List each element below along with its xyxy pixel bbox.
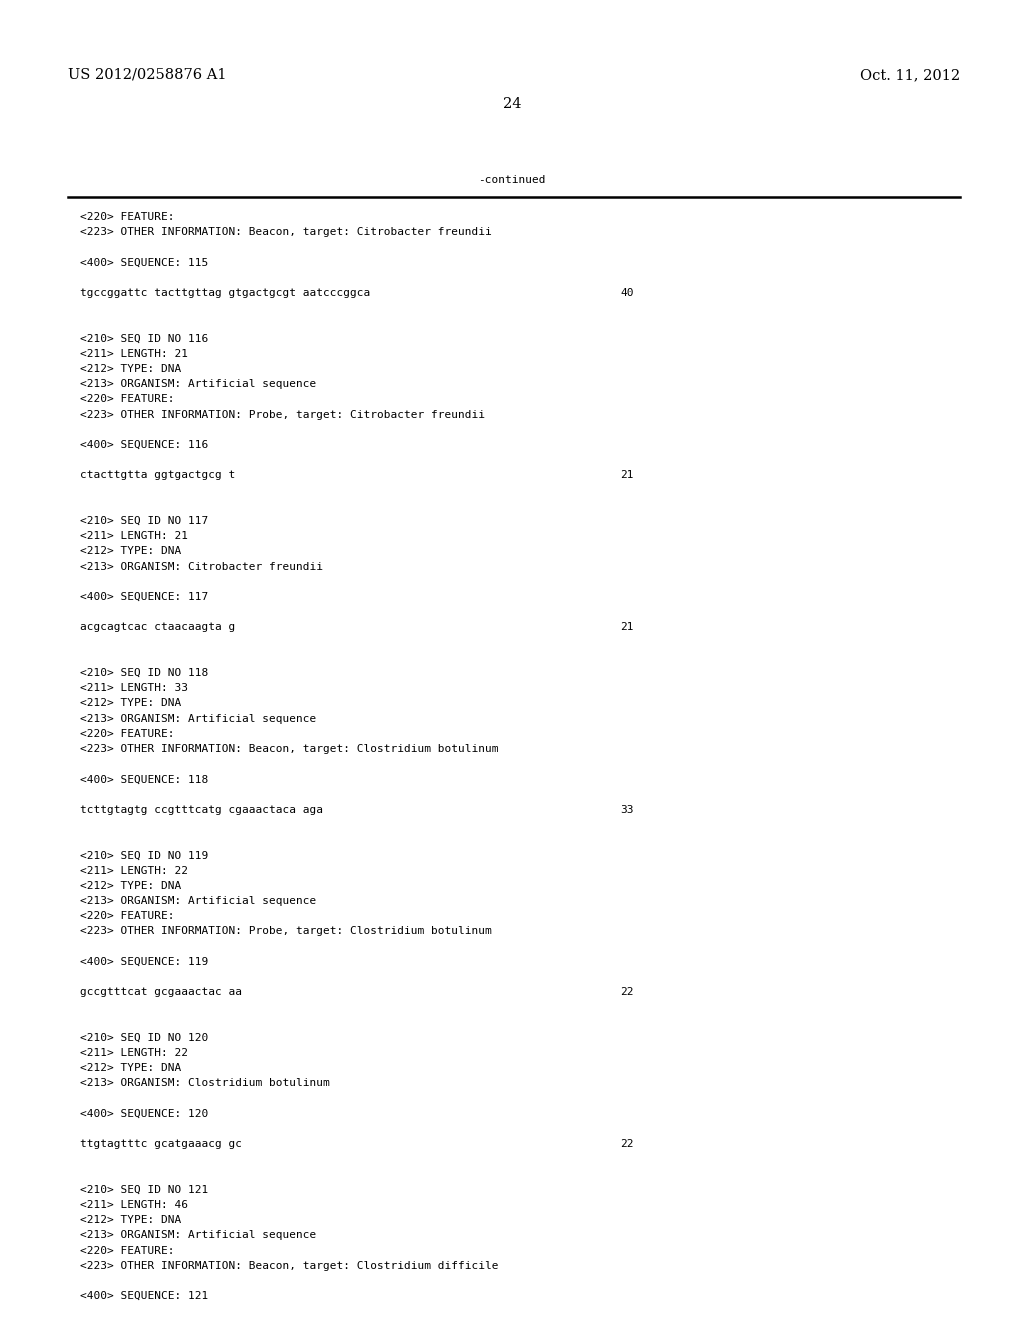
- Text: <211> LENGTH: 22: <211> LENGTH: 22: [80, 1048, 188, 1059]
- Text: <210> SEQ ID NO 121: <210> SEQ ID NO 121: [80, 1185, 208, 1195]
- Text: <400> SEQUENCE: 115: <400> SEQUENCE: 115: [80, 257, 208, 268]
- Text: <213> ORGANISM: Artificial sequence: <213> ORGANISM: Artificial sequence: [80, 379, 316, 389]
- Text: <210> SEQ ID NO 120: <210> SEQ ID NO 120: [80, 1032, 208, 1043]
- Text: <400> SEQUENCE: 116: <400> SEQUENCE: 116: [80, 440, 208, 450]
- Text: <213> ORGANISM: Artificial sequence: <213> ORGANISM: Artificial sequence: [80, 714, 316, 723]
- Text: -continued: -continued: [478, 176, 546, 185]
- Text: 21: 21: [620, 470, 634, 480]
- Text: gccgtttcat gcgaaactac aa: gccgtttcat gcgaaactac aa: [80, 987, 242, 997]
- Text: <213> ORGANISM: Clostridium botulinum: <213> ORGANISM: Clostridium botulinum: [80, 1078, 330, 1089]
- Text: <211> LENGTH: 33: <211> LENGTH: 33: [80, 684, 188, 693]
- Text: tcttgtagtg ccgtttcatg cgaaactaca aga: tcttgtagtg ccgtttcatg cgaaactaca aga: [80, 805, 323, 814]
- Text: <210> SEQ ID NO 119: <210> SEQ ID NO 119: [80, 850, 208, 861]
- Text: 33: 33: [620, 805, 634, 814]
- Text: <211> LENGTH: 46: <211> LENGTH: 46: [80, 1200, 188, 1210]
- Text: <212> TYPE: DNA: <212> TYPE: DNA: [80, 1216, 181, 1225]
- Text: <400> SEQUENCE: 117: <400> SEQUENCE: 117: [80, 591, 208, 602]
- Text: <220> FEATURE:: <220> FEATURE:: [80, 1246, 174, 1255]
- Text: 22: 22: [620, 1139, 634, 1150]
- Text: <212> TYPE: DNA: <212> TYPE: DNA: [80, 698, 181, 709]
- Text: <223> OTHER INFORMATION: Probe, target: Clostridium botulinum: <223> OTHER INFORMATION: Probe, target: …: [80, 927, 492, 936]
- Text: <223> OTHER INFORMATION: Beacon, target: Clostridium difficile: <223> OTHER INFORMATION: Beacon, target:…: [80, 1261, 499, 1271]
- Text: <211> LENGTH: 21: <211> LENGTH: 21: [80, 531, 188, 541]
- Text: <223> OTHER INFORMATION: Probe, target: Citrobacter freundii: <223> OTHER INFORMATION: Probe, target: …: [80, 409, 485, 420]
- Text: <220> FEATURE:: <220> FEATURE:: [80, 911, 174, 921]
- Text: 21: 21: [620, 623, 634, 632]
- Text: <211> LENGTH: 22: <211> LENGTH: 22: [80, 866, 188, 875]
- Text: <213> ORGANISM: Artificial sequence: <213> ORGANISM: Artificial sequence: [80, 1230, 316, 1241]
- Text: <210> SEQ ID NO 116: <210> SEQ ID NO 116: [80, 334, 208, 343]
- Text: acgcagtcac ctaacaagta g: acgcagtcac ctaacaagta g: [80, 623, 236, 632]
- Text: <212> TYPE: DNA: <212> TYPE: DNA: [80, 880, 181, 891]
- Text: <212> TYPE: DNA: <212> TYPE: DNA: [80, 546, 181, 557]
- Text: <223> OTHER INFORMATION: Beacon, target: Citrobacter freundii: <223> OTHER INFORMATION: Beacon, target:…: [80, 227, 492, 238]
- Text: <211> LENGTH: 21: <211> LENGTH: 21: [80, 348, 188, 359]
- Text: US 2012/0258876 A1: US 2012/0258876 A1: [68, 69, 226, 82]
- Text: tgccggattc tacttgttag gtgactgcgt aatcccggca: tgccggattc tacttgttag gtgactgcgt aatcccg…: [80, 288, 371, 298]
- Text: <400> SEQUENCE: 119: <400> SEQUENCE: 119: [80, 957, 208, 966]
- Text: <212> TYPE: DNA: <212> TYPE: DNA: [80, 1063, 181, 1073]
- Text: <223> OTHER INFORMATION: Beacon, target: Clostridium botulinum: <223> OTHER INFORMATION: Beacon, target:…: [80, 744, 499, 754]
- Text: <220> FEATURE:: <220> FEATURE:: [80, 395, 174, 404]
- Text: Oct. 11, 2012: Oct. 11, 2012: [860, 69, 961, 82]
- Text: <212> TYPE: DNA: <212> TYPE: DNA: [80, 364, 181, 374]
- Text: 40: 40: [620, 288, 634, 298]
- Text: ctacttgtta ggtgactgcg t: ctacttgtta ggtgactgcg t: [80, 470, 236, 480]
- Text: <220> FEATURE:: <220> FEATURE:: [80, 213, 174, 222]
- Text: <400> SEQUENCE: 121: <400> SEQUENCE: 121: [80, 1291, 208, 1302]
- Text: <400> SEQUENCE: 120: <400> SEQUENCE: 120: [80, 1109, 208, 1119]
- Text: 24: 24: [503, 96, 521, 111]
- Text: 22: 22: [620, 987, 634, 997]
- Text: <210> SEQ ID NO 117: <210> SEQ ID NO 117: [80, 516, 208, 525]
- Text: <400> SEQUENCE: 118: <400> SEQUENCE: 118: [80, 775, 208, 784]
- Text: ttgtagtttc gcatgaaacg gc: ttgtagtttc gcatgaaacg gc: [80, 1139, 242, 1150]
- Text: <213> ORGANISM: Artificial sequence: <213> ORGANISM: Artificial sequence: [80, 896, 316, 906]
- Text: <210> SEQ ID NO 118: <210> SEQ ID NO 118: [80, 668, 208, 678]
- Text: <220> FEATURE:: <220> FEATURE:: [80, 729, 174, 739]
- Text: <213> ORGANISM: Citrobacter freundii: <213> ORGANISM: Citrobacter freundii: [80, 561, 323, 572]
